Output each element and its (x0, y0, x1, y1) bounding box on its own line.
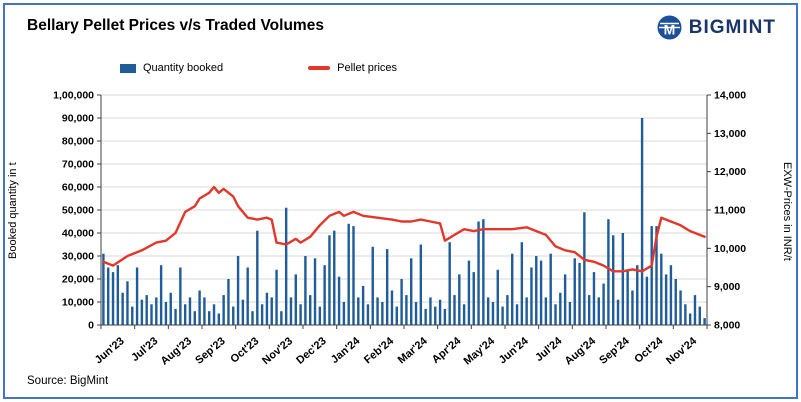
svg-text:May'24: May'24 (462, 335, 498, 368)
svg-text:Jan'24: Jan'24 (329, 335, 363, 366)
left-axis-label: Booked quantity in t (7, 162, 19, 260)
svg-text:Nov'23: Nov'23 (260, 335, 295, 367)
svg-text:Aug'24: Aug'24 (563, 335, 599, 368)
legend-label-prices: Pellet prices (337, 62, 398, 74)
svg-text:9,000: 9,000 (714, 281, 740, 293)
svg-text:13,000: 13,000 (714, 128, 746, 140)
bar-swatch-icon (120, 63, 136, 73)
svg-text:90,000: 90,000 (62, 113, 94, 125)
svg-text:Apr'24: Apr'24 (430, 335, 464, 366)
svg-text:Oct'24: Oct'24 (632, 335, 666, 366)
svg-text:10,000: 10,000 (714, 243, 746, 255)
line-swatch-icon (308, 66, 331, 70)
svg-text:1,00,000: 1,00,000 (53, 90, 94, 102)
legend-label-quantity: Quantity booked (143, 62, 224, 74)
svg-text:70,000: 70,000 (62, 159, 94, 171)
svg-text:20,000: 20,000 (62, 274, 94, 286)
svg-text:Mar'24: Mar'24 (396, 335, 431, 367)
svg-text:Jun'23: Jun'23 (93, 335, 127, 366)
svg-text:Sep'24: Sep'24 (597, 335, 632, 367)
svg-text:30,000: 30,000 (62, 251, 94, 263)
svg-text:Oct'23: Oct'23 (228, 335, 261, 366)
svg-text:Nov'24: Nov'24 (664, 335, 700, 368)
right-axis-label: EXW-Prices in INR/t (781, 161, 793, 261)
svg-text:40,000: 40,000 (62, 228, 94, 240)
svg-text:80,000: 80,000 (62, 136, 94, 148)
svg-text:60,000: 60,000 (62, 182, 94, 194)
svg-text:Jul'23: Jul'23 (129, 335, 160, 364)
svg-text:Dec'23: Dec'23 (294, 335, 329, 367)
svg-text:0: 0 (88, 320, 94, 332)
svg-text:8,000: 8,000 (714, 320, 740, 332)
svg-text:50,000: 50,000 (62, 205, 94, 217)
svg-text:10,000: 10,000 (62, 297, 94, 309)
brand-logo: M BIGMINT (656, 14, 776, 41)
source-note: Source: BigMint (27, 375, 109, 387)
svg-text:Jul'24: Jul'24 (533, 335, 565, 365)
bigmint-logo-icon: M (657, 15, 682, 40)
chart-card: Bellary Pellet Prices v/s Traded Volumes… (3, 3, 798, 399)
legend-item-quantity: Quantity booked (120, 62, 223, 74)
chart-legend: Quantity booked Pellet prices (120, 62, 397, 74)
svg-text:12,000: 12,000 (714, 166, 746, 178)
svg-text:11,000: 11,000 (714, 205, 746, 217)
svg-text:Sep'23: Sep'23 (193, 335, 228, 367)
svg-text:Feb'24: Feb'24 (362, 335, 397, 367)
legend-item-prices: Pellet prices (308, 62, 397, 74)
svg-text:14,000: 14,000 (714, 90, 746, 102)
svg-text:Aug'23: Aug'23 (159, 335, 194, 367)
brand-name: BIGMINT (688, 16, 776, 38)
svg-text:M: M (663, 22, 675, 38)
chart-canvas: 0 10,000 20,000 30,000 40,000 50,000 60,000 70,… (53, 90, 746, 368)
page-title: Bellary Pellet Prices v/s Traded Volumes (27, 17, 324, 34)
svg-text:Jun'24: Jun'24 (497, 335, 532, 367)
